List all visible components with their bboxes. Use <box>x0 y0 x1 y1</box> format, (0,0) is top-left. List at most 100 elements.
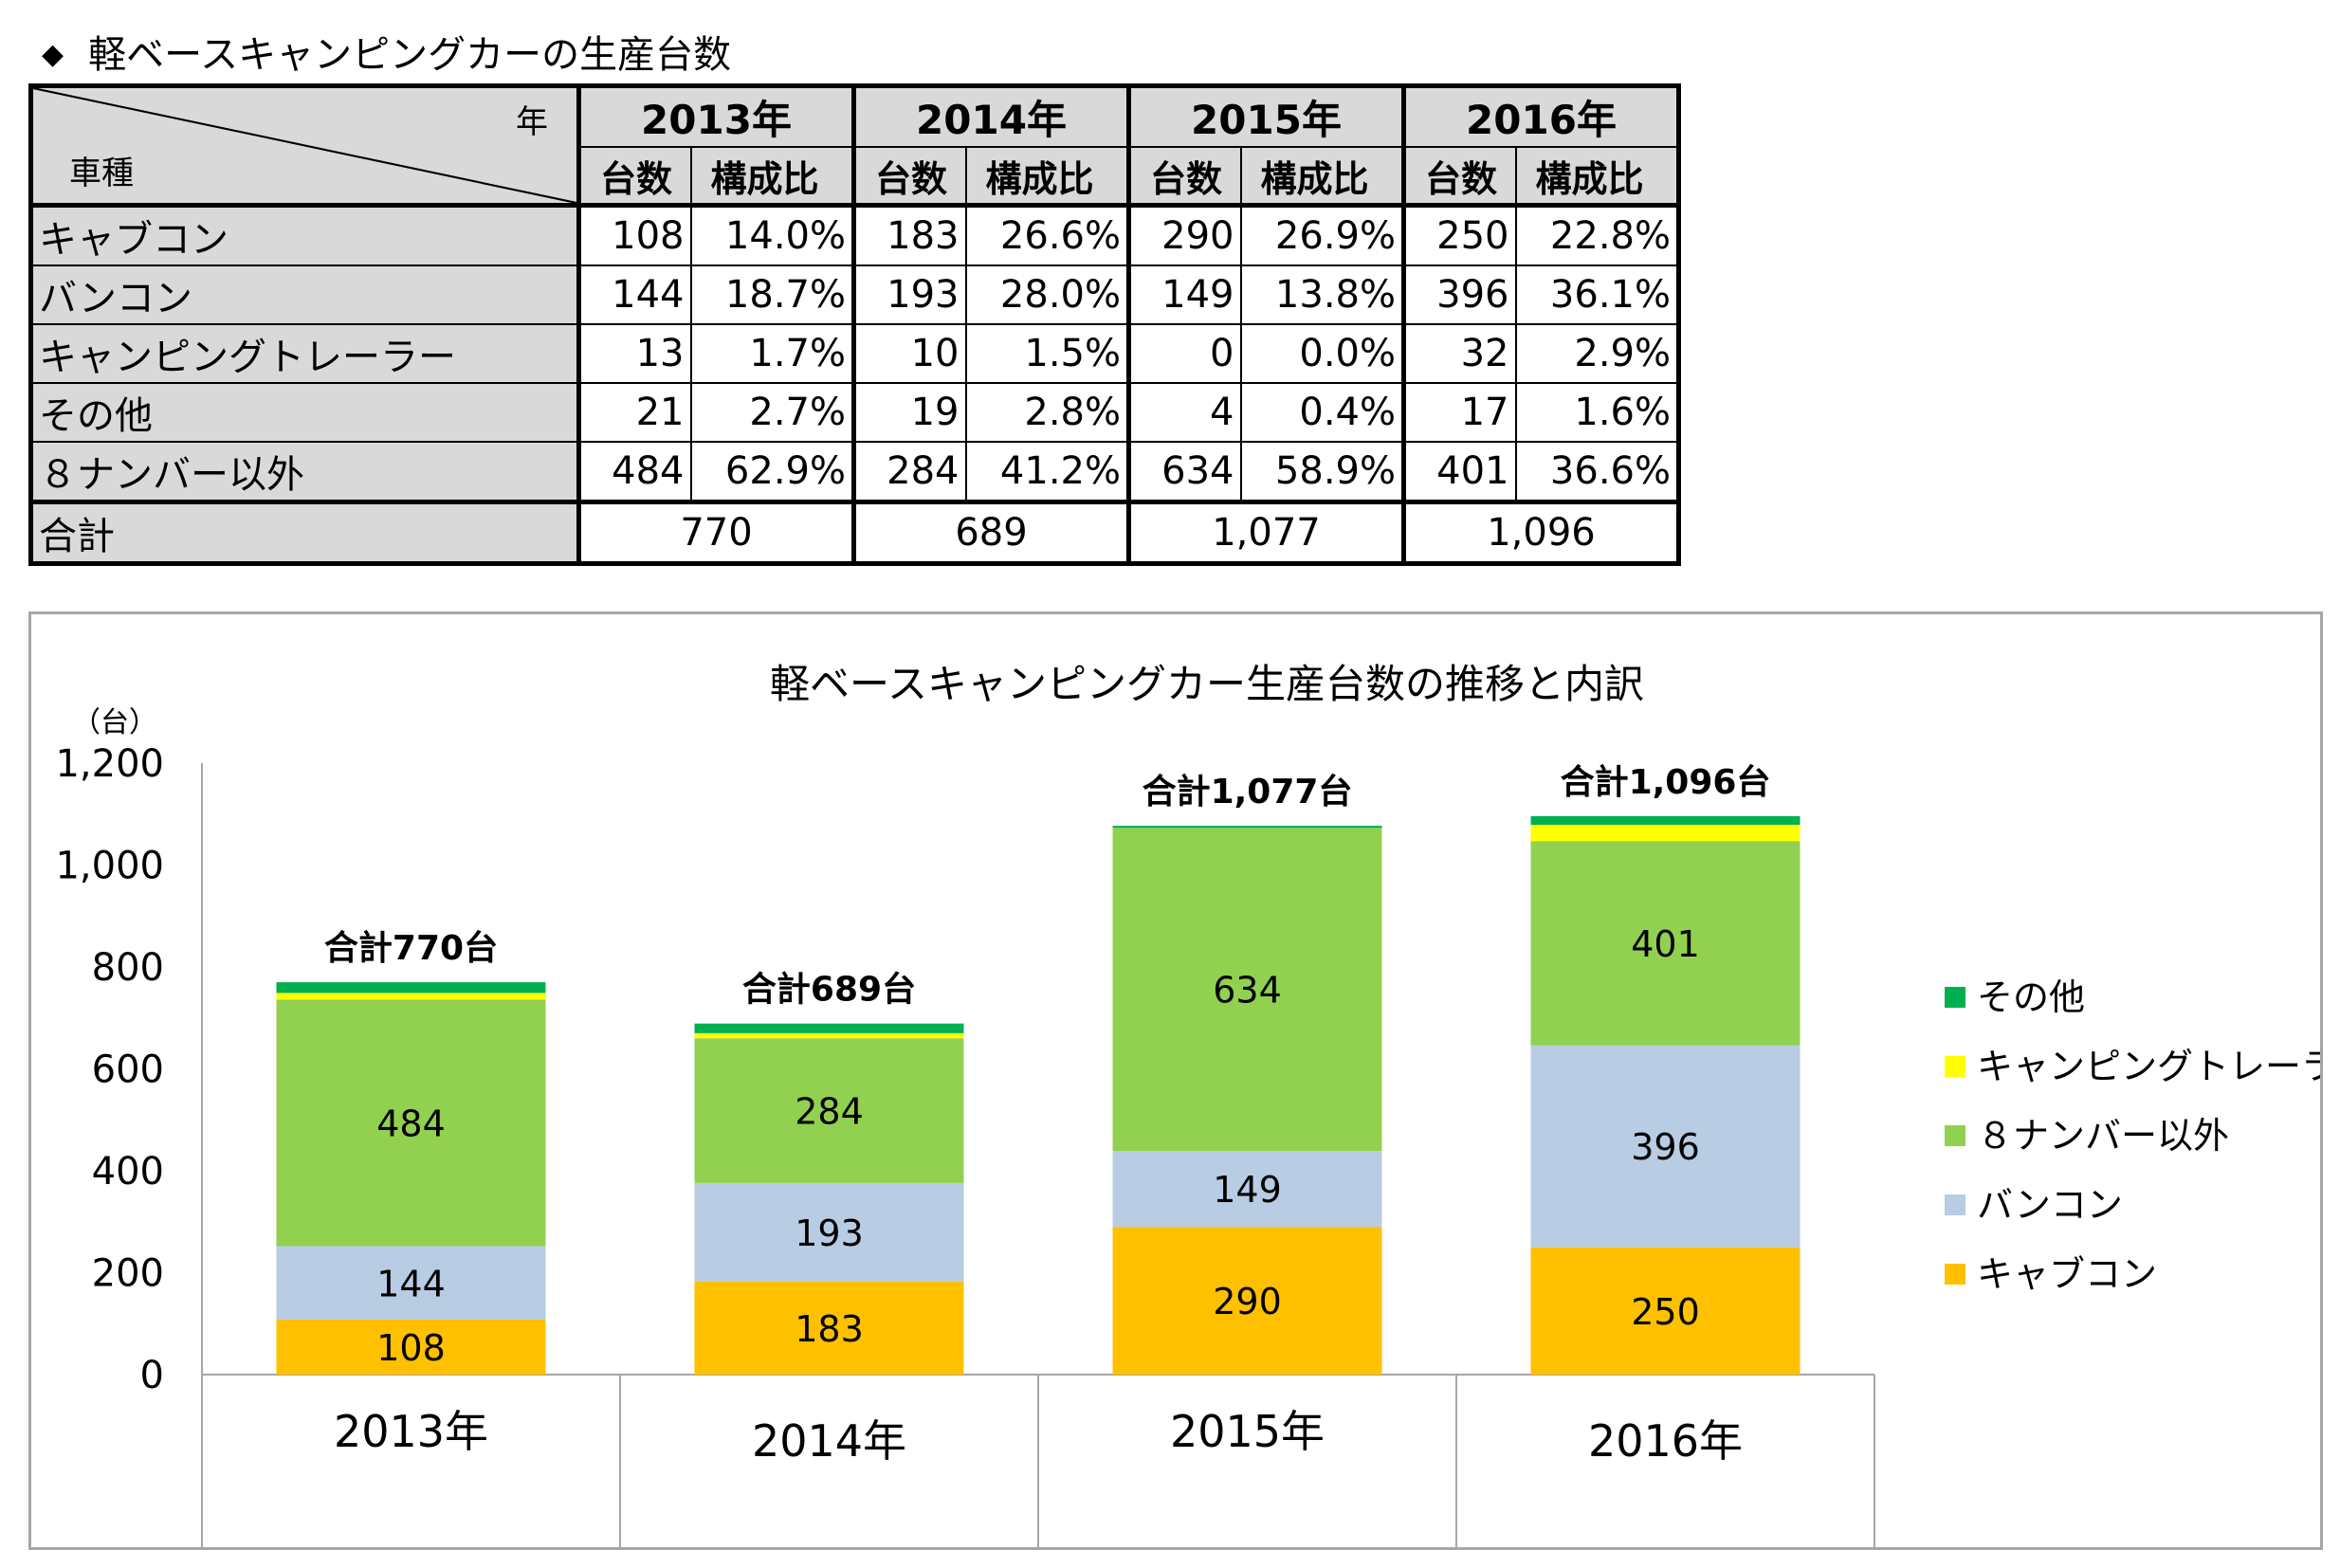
row-label: バンコン <box>29 264 580 325</box>
ratio-cell: 36.1% <box>1514 264 1680 325</box>
total-cell: 1,077 <box>1126 500 1405 565</box>
count-cell: 401 <box>1401 441 1517 503</box>
data-label: 396 <box>1631 1126 1700 1168</box>
ratio-cell: 18.7% <box>689 264 855 325</box>
chart-frame: 軽ベースキャンピングカー生産台数の推移と内訳 （台） 0 200 400 600 800 1,… <box>28 611 2323 1550</box>
year-header: 2016年 <box>1401 84 1680 148</box>
category-label: 2013年 <box>334 1406 488 1457</box>
legend-label: キャンピングトレーラー <box>1977 1046 2320 1087</box>
y-tick-label: 400 <box>92 1150 164 1194</box>
year-header: 2013年 <box>576 84 855 148</box>
total-label: 合計1,096台 <box>1561 763 1771 802</box>
stacked-bar-chart: 軽ベースキャンピングカー生産台数の推移と内訳 （台） 0 200 400 600 800 1,… <box>55 661 2320 1547</box>
bar-segment <box>1112 1151 1382 1228</box>
ratio-cell: 62.9% <box>689 441 855 503</box>
count-cell: 250 <box>1401 203 1517 266</box>
row-label: ８ナンバー以外 <box>29 441 580 503</box>
row-label: キャブコン <box>29 203 580 266</box>
ratio-cell: 14.0% <box>689 203 855 266</box>
ratio-cell: 58.9% <box>1239 441 1405 503</box>
production-table: 年 車種 2013年 2014年 2015年 2016年 台数 構成比 台数 構… <box>28 83 1681 566</box>
count-cell: 108 <box>576 203 692 266</box>
row-label: その他 <box>29 382 580 443</box>
count-cell: 183 <box>851 203 967 266</box>
corner-year-label: 年 <box>516 103 548 141</box>
table-row: キャンピングトレーラー 13 1.7% 10 1.5% 0 0.0% 32 2.9% <box>29 323 1680 384</box>
count-cell: 634 <box>1126 441 1242 503</box>
ratio-header: 構成比 <box>964 146 1130 207</box>
data-label: 149 <box>1213 1169 1282 1211</box>
table-row: キャブコン 108 14.0% 183 26.6% 290 26.9% 250 22.8% <box>29 203 1680 266</box>
ratio-cell: 26.6% <box>964 203 1130 266</box>
total-label: 合計770台 <box>324 929 498 968</box>
count-header: 台数 <box>1401 146 1517 207</box>
bar-segment <box>1112 1227 1382 1375</box>
data-label: 193 <box>795 1212 864 1254</box>
count-cell: 396 <box>1401 264 1517 325</box>
total-label: 合計1,077台 <box>1143 773 1353 811</box>
legend-swatch <box>1945 1125 1965 1146</box>
ratio-cell: 1.5% <box>964 323 1130 384</box>
total-cell: 1,096 <box>1401 500 1680 565</box>
ratio-cell: 22.8% <box>1514 203 1680 266</box>
ratio-cell: 2.8% <box>964 382 1130 443</box>
y-tick-label: 0 <box>140 1354 164 1397</box>
bar-segment <box>1112 826 1382 829</box>
count-cell: 484 <box>576 441 692 503</box>
bar-segment <box>1530 1247 1801 1375</box>
ratio-header: 構成比 <box>689 146 855 207</box>
legend-swatch <box>1945 987 1965 1008</box>
count-cell: 32 <box>1401 323 1517 384</box>
data-label: 290 <box>1213 1281 1282 1322</box>
diagonal-divider <box>33 88 576 203</box>
legend-label: バンコン <box>1977 1184 2123 1226</box>
data-label: 183 <box>795 1308 864 1350</box>
ratio-cell: 2.9% <box>1514 323 1680 384</box>
ratio-header: 構成比 <box>1514 146 1680 207</box>
count-cell: 193 <box>851 264 967 325</box>
legend-swatch <box>1945 1194 1965 1215</box>
section-title: 軽ベースキャンピングカーの生産台数 <box>88 33 732 77</box>
data-label: 108 <box>376 1327 446 1369</box>
legend-label: キャブコン <box>1977 1253 2157 1295</box>
category-label: 2016年 <box>1588 1415 1743 1467</box>
ratio-cell: 1.6% <box>1514 382 1680 443</box>
count-header: 台数 <box>851 146 967 207</box>
data-label: 401 <box>1631 923 1700 965</box>
data-label: 144 <box>376 1263 446 1304</box>
data-label: 250 <box>1631 1291 1700 1333</box>
legend-label: その他 <box>1977 976 2085 1018</box>
data-label: 284 <box>795 1091 864 1133</box>
y-tick-label: 1,200 <box>55 742 164 786</box>
bar-segment <box>694 1032 964 1039</box>
count-cell: 10 <box>851 323 967 384</box>
legend-swatch <box>1945 1056 1965 1077</box>
count-cell: 13 <box>576 323 692 384</box>
count-header: 台数 <box>576 146 692 207</box>
table-row: ８ナンバー以外 484 62.9% 284 41.2% 634 58.9% 401 36.6% <box>29 441 1680 503</box>
bar-segment <box>1530 841 1801 1046</box>
bar-segment <box>1530 815 1801 826</box>
count-cell: 19 <box>851 382 967 443</box>
bar-segment <box>694 1281 964 1375</box>
section-heading: ◆ 軽ベースキャンピングカーの生産台数 <box>42 28 731 82</box>
count-cell: 17 <box>1401 382 1517 443</box>
bar-segment <box>276 1319 546 1375</box>
bar-segment <box>276 1246 546 1320</box>
count-cell: 149 <box>1126 264 1242 325</box>
category-label: 2015年 <box>1170 1406 1325 1457</box>
y-tick-label: 200 <box>92 1252 164 1296</box>
diamond-bullet-icon: ◆ <box>42 38 64 71</box>
total-label: 合計689台 <box>742 971 916 1010</box>
count-cell: 21 <box>576 382 692 443</box>
bar-segment <box>694 1038 964 1183</box>
category-label: 2014年 <box>752 1415 906 1467</box>
ratio-cell: 13.8% <box>1239 264 1405 325</box>
data-label: 634 <box>1213 970 1282 1012</box>
y-tick-label: 600 <box>92 1048 164 1092</box>
bar-segment <box>1530 825 1801 842</box>
table-row: バンコン 144 18.7% 193 28.0% 149 13.8% 396 36.1% <box>29 264 1680 325</box>
ratio-cell: 1.7% <box>689 323 855 384</box>
row-label: キャンピングトレーラー <box>29 323 580 384</box>
legend-label: ８ナンバー以外 <box>1977 1115 2229 1157</box>
